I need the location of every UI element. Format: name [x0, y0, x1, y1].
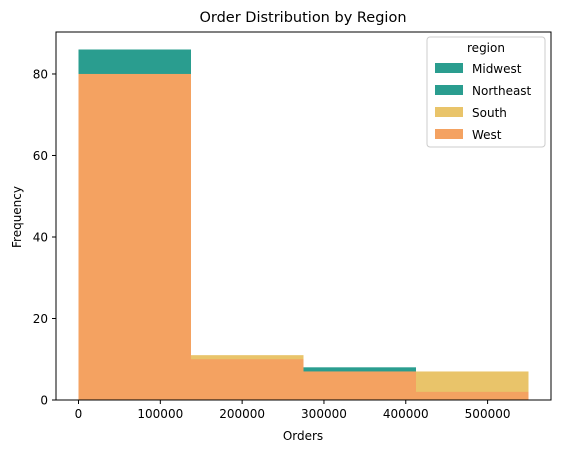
- legend: region Midwest Northeast South West: [426, 36, 546, 148]
- x-tick-label: 0: [75, 407, 83, 421]
- x-tick-label: 200000: [219, 407, 265, 421]
- x-axis-label: Orders: [283, 429, 323, 443]
- plot-frame: [55, 31, 552, 401]
- y-tick-label: 0: [40, 394, 48, 408]
- bar-west-bin-3: [303, 371, 416, 400]
- legend-swatch-west: [435, 129, 463, 139]
- y-tick-label: 80: [33, 67, 48, 81]
- legend-title: region: [467, 41, 505, 55]
- x-tick-label: 400000: [383, 407, 429, 421]
- y-tick-label: 40: [33, 230, 48, 244]
- y-tick-label: 20: [33, 312, 48, 326]
- bar-west-bin-1: [78, 73, 191, 400]
- legend-swatch-south: [435, 107, 463, 117]
- x-tick-label: 100000: [137, 407, 183, 421]
- bar-west-bin-2: [191, 359, 304, 400]
- y-axis-label: Frequency: [10, 186, 24, 248]
- legend-label-south: South: [472, 106, 507, 120]
- legend-label-west: West: [472, 128, 502, 142]
- bars-group: [78, 49, 529, 401]
- chart-title: Order Distribution by Region: [199, 10, 406, 26]
- bar-west-bin-4: [416, 391, 529, 400]
- x-tick-label: 300000: [301, 407, 347, 421]
- y-tick-label: 60: [33, 149, 48, 163]
- legend-label-northeast: Northeast: [472, 84, 532, 98]
- axes-group: 0 100000 200000 300000 400000 500000 0 20 40 60 80: [33, 31, 552, 421]
- legend-label-midwest: Midwest: [472, 62, 522, 76]
- legend-swatch-northeast: [435, 85, 463, 95]
- x-tick-label: 500000: [465, 407, 511, 421]
- legend-swatch-midwest: [435, 63, 463, 73]
